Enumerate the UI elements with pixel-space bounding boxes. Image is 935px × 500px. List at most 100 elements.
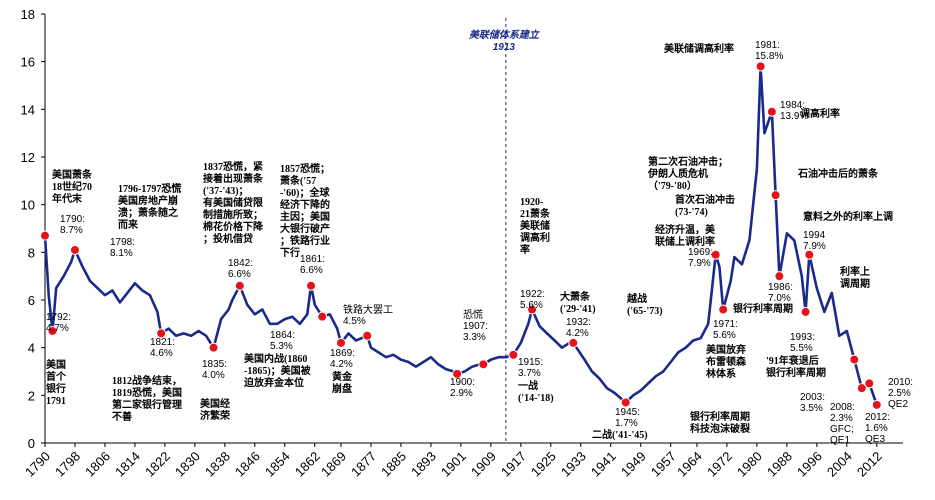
annotation: 而来 [118, 218, 139, 231]
marker [362, 330, 373, 341]
marker-label: 1835: [202, 359, 227, 370]
marker-label: 1842: [228, 258, 253, 269]
annotation: 接着出现萧条 [203, 172, 264, 185]
annotation: ('14-'18) [518, 393, 554, 404]
annotation: '91年衰退后 [766, 354, 819, 367]
marker-label: 4.2% [566, 328, 589, 339]
marker-label: 1.6% [865, 423, 888, 434]
annotation: 迫放弃金本位 [243, 376, 304, 389]
marker-label: 1821: [150, 337, 175, 348]
annotation: 棉花价格下降 [203, 220, 264, 233]
marker-label: QE2 [888, 399, 908, 410]
annotation: 溃；萧条随之 [118, 206, 178, 219]
marker-label: 1790: [60, 214, 85, 225]
annotation: 美国房地产崩 [118, 194, 178, 207]
marker-label: 8.7% [60, 225, 83, 236]
x-tick-label: 1893 [408, 449, 439, 480]
marker-label: 1900: [450, 377, 475, 388]
annotation: 银行 [46, 382, 66, 395]
x-tick-label: 1909 [468, 449, 499, 480]
annotation: 意料之外的利率上调 [803, 210, 893, 223]
marker [69, 244, 80, 255]
annotation: 主因；美国 [280, 210, 330, 223]
marker-label: 1981: [755, 40, 780, 51]
marker-label: 1861: [300, 254, 325, 265]
annotation: 第二次石油冲击； [648, 155, 728, 168]
marker-label: 1971: [713, 319, 738, 330]
marker-label: 1932: [566, 317, 591, 328]
annotation: 21萧条 [520, 207, 551, 220]
annotation: 首次石油冲击 [675, 193, 735, 206]
marker [208, 342, 219, 353]
y-tick-label: 10 [21, 198, 35, 213]
reference-label: 1913 [493, 42, 516, 53]
annotation: 美国内战(1860 [244, 352, 307, 365]
marker [527, 304, 538, 315]
x-tick-label: 1941 [588, 449, 619, 480]
marker [306, 280, 317, 291]
annotation: ('29-'41) [560, 304, 596, 315]
annotation: 美联储 [520, 219, 550, 232]
x-tick-label: 1862 [292, 449, 323, 480]
annotation: 调高利率 [800, 107, 840, 120]
marker [47, 325, 58, 336]
annotation: 调高利 [520, 231, 550, 244]
y-tick-label: 0 [28, 436, 35, 451]
marker-label: 2.3% [830, 413, 853, 424]
marker-label: 1.7% [615, 418, 638, 429]
marker-label: 2008: [830, 402, 855, 413]
annotation: ('65-'73) [627, 306, 663, 317]
x-tick-label: 1790 [22, 449, 53, 480]
y-tick-label: 2 [28, 388, 35, 403]
marker [710, 249, 721, 260]
x-tick-label: 1964 [674, 449, 705, 480]
marker-label: 1994 [803, 230, 826, 241]
annotation: -1865)；美国被 [244, 364, 312, 377]
annotation: 越战 [626, 292, 647, 305]
marker-label: 4.0% [202, 370, 225, 381]
marker-label: 1864: [270, 330, 295, 341]
y-tick-label: 18 [21, 7, 35, 22]
annotation: 大银行破产 [280, 222, 330, 235]
y-tick-label: 14 [21, 102, 35, 117]
marker-label: 1993: [790, 332, 815, 343]
marker [800, 306, 811, 317]
marker-label: 4.5% [343, 316, 366, 327]
x-tick-label: 1806 [82, 449, 113, 480]
marker [40, 230, 50, 241]
marker-label: 4.7% [46, 323, 69, 334]
annotation: 1857恐慌； [280, 162, 330, 175]
annotation: 第二家银行管理 [112, 398, 182, 411]
marker [849, 354, 860, 365]
annotation: 经济升温，美 [655, 223, 716, 236]
annotation: 银行利率周期 [690, 410, 750, 423]
marker-label: 4.2% [330, 359, 353, 370]
reference-label: 美联储体系建立 [469, 29, 540, 41]
marker-label: 5.3% [270, 341, 293, 352]
marker-label: 3.5% [800, 403, 823, 414]
annotation: ；铁路行业 [280, 234, 330, 247]
x-tick-label: 1838 [202, 449, 233, 480]
marker [770, 190, 781, 201]
marker-label: 恐慌 [463, 309, 483, 321]
annotation: 1812战争结束， [112, 374, 182, 387]
annotation: 经济下降的 [280, 198, 330, 211]
marker-label: 2003: [800, 392, 825, 403]
annotation: ('37-'43)； [203, 186, 249, 197]
annotation: 二战('41-'45) [592, 428, 648, 441]
annotation: 不善 [112, 410, 132, 423]
x-tick-label: 1901 [438, 449, 469, 480]
marker-label: 7.9% [803, 241, 826, 252]
marker-label: 6.6% [300, 265, 323, 276]
annotation: 率 [520, 243, 530, 256]
y-tick-label: 12 [21, 150, 35, 165]
marker-label: 5.6% [713, 330, 736, 341]
marker [864, 378, 875, 389]
x-tick-label: 2004 [824, 449, 855, 480]
annotation: 1837恐慌，紧 [203, 160, 263, 173]
annotation: 下行 [280, 246, 300, 259]
marker-label: 4.6% [150, 348, 173, 359]
x-tick-label: 1988 [764, 449, 795, 480]
x-tick-label: 1885 [378, 449, 409, 480]
marker-label: 2.9% [450, 388, 473, 399]
